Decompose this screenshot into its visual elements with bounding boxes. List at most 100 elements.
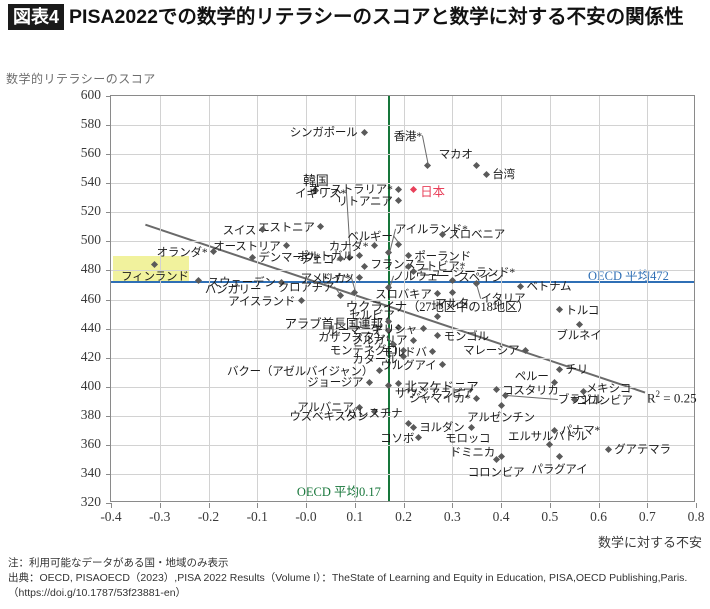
data-point-label: スウェーデン xyxy=(207,277,276,290)
data-point-label: ギリシャ xyxy=(371,323,417,336)
x-axis-tick-label: -0.2 xyxy=(197,509,220,524)
data-point-label: パナマ* xyxy=(560,425,601,438)
y-axis-tick-label: 340 xyxy=(80,464,101,480)
x-axis-tick-label: 0.2 xyxy=(395,509,412,524)
x-axis-tick xyxy=(696,503,697,508)
data-point-label: アイスランド xyxy=(228,295,296,308)
data-point-label: コスタリカ xyxy=(502,384,559,397)
x-axis-tick xyxy=(111,503,112,508)
data-point-label: アイルランド* xyxy=(394,223,468,236)
y-axis-tick-label: 320 xyxy=(80,494,101,509)
gridline-horizontal xyxy=(111,386,694,388)
oecd-mean-anxiety-line xyxy=(387,96,390,501)
data-point-label: マカオ xyxy=(438,148,473,161)
x-axis-tick-label: 0.6 xyxy=(590,509,607,524)
gridline-vertical xyxy=(159,96,161,501)
gridline-horizontal xyxy=(111,154,694,156)
data-point-label: アルバニア xyxy=(297,402,354,415)
y-axis-title: 数学的リテラシーのスコア xyxy=(6,72,156,86)
data-point-label: モンゴル xyxy=(443,330,489,343)
data-point-label: ジャマイカ* xyxy=(409,393,471,406)
data-point-label: ニュージーランド* xyxy=(419,266,515,279)
gridline-horizontal xyxy=(111,473,694,475)
y-axis-tick-label: 540 xyxy=(80,174,101,190)
x-axis-tick xyxy=(306,503,307,508)
x-axis-tick-label: -0.3 xyxy=(149,509,171,524)
y-axis-tick xyxy=(106,96,111,97)
data-point-label: カタール xyxy=(352,354,398,367)
note-line: 注：利用可能なデータがある国・地域のみ表示 xyxy=(8,557,229,569)
page-title: PISA2022での数学的リテラシーのスコアと数学に対する不安の関係性 xyxy=(69,6,684,28)
data-point-label: コロンビア xyxy=(576,394,633,407)
x-axis-tick xyxy=(549,503,551,508)
y-axis-tick-label: 400 xyxy=(80,377,101,393)
oecd-mean-score-line xyxy=(111,281,694,284)
data-point-label: アラブ首長国連邦 xyxy=(284,317,383,332)
x-axis-tick-label: -0.0 xyxy=(295,509,317,524)
data-point-label: チェコ xyxy=(300,253,335,266)
y-axis-tick-label: 480 xyxy=(80,261,101,277)
data-point-label: ウズベキスタン xyxy=(289,411,369,424)
doi-line: （https://doi.g/10.1787/53f23881-en） xyxy=(8,587,187,599)
data-point-label: フィンランド xyxy=(121,270,189,283)
data-point-label: モルドバ xyxy=(381,346,427,359)
x-axis-tick xyxy=(159,503,161,508)
data-point-label: ハンガリー xyxy=(204,283,262,296)
data-point-label: 北マケドニア xyxy=(404,379,479,394)
data-point-label: イギリス* xyxy=(295,188,346,201)
finland-highlight xyxy=(113,255,189,281)
data-point-label: ノルウェー xyxy=(392,270,450,283)
x-axis-tick-label: -0.1 xyxy=(246,509,268,524)
x-axis-tick-label: -0.4 xyxy=(100,509,122,524)
data-point-label: ベルギー xyxy=(347,231,393,244)
data-point-label: フランス xyxy=(370,259,416,272)
trendline xyxy=(145,223,646,394)
x-axis-tick-label: 0.7 xyxy=(638,509,656,524)
data-point-label: ヨルダン xyxy=(419,422,465,435)
source-line: 出典：OECD, PISAOECD（2023）,PISA 2022 Result… xyxy=(8,572,688,584)
y-axis-tick xyxy=(106,212,111,214)
data-point-label: ポーランド xyxy=(414,250,471,263)
data-point-label: サウジアラビア xyxy=(394,388,474,401)
gridline-horizontal xyxy=(111,212,694,214)
y-axis-tick-label: 460 xyxy=(80,290,101,306)
data-point-label: セルビア xyxy=(349,310,395,323)
data-point-label: スロバキア xyxy=(375,288,432,301)
y-axis-tick-label: 580 xyxy=(80,116,101,132)
gridline-vertical xyxy=(549,96,551,501)
data-point-label: エルサルバドル xyxy=(508,430,588,443)
data-point-label: エストニア xyxy=(258,221,315,234)
data-point-label: ペルー xyxy=(514,371,549,384)
gridline-vertical xyxy=(598,96,600,501)
data-point-label: ルーマニア xyxy=(326,325,383,338)
y-axis-tick xyxy=(106,154,111,156)
data-point-label: モロッコ xyxy=(445,433,491,446)
data-point-label: ブルネイ xyxy=(556,330,602,343)
x-axis-tick-label: 0.8 xyxy=(687,509,705,524)
data-point-label: ジョージア xyxy=(307,377,364,390)
x-axis-tick xyxy=(403,503,405,508)
data-point-label: スイス xyxy=(222,224,257,237)
gridline-horizontal xyxy=(111,183,694,185)
data-point-label: 香港* xyxy=(393,130,422,143)
x-axis-tick xyxy=(598,503,600,508)
data-point-label: アメリカ* xyxy=(300,273,351,286)
gridline-vertical xyxy=(403,96,405,501)
data-point-label: スペイン xyxy=(458,271,503,284)
r-squared-label: R2 = 0.25 xyxy=(647,389,697,406)
data-point-label: イタリア xyxy=(480,292,526,305)
gridline-horizontal xyxy=(111,270,694,272)
y-axis-tick-label: 420 xyxy=(80,348,101,364)
gridline-vertical xyxy=(208,96,210,501)
y-axis-tick xyxy=(106,241,111,243)
y-axis-tick-label: 560 xyxy=(80,145,101,161)
title-block: 図表4 PISA2022での数学的リテラシーのスコアと数学に対する不安の関係性 xyxy=(8,4,702,30)
data-point-label: コロンビア xyxy=(467,467,525,480)
data-point-label: グアテマラ xyxy=(614,444,671,457)
scatter-plot-area: OECD 平均472 OECD 平均0.17 R2 = 0.25 600 580 5… xyxy=(81,87,705,524)
gridline-horizontal xyxy=(111,444,694,446)
x-axis-tick-label: 0.5 xyxy=(541,509,559,524)
r2-value: = 0.25 xyxy=(659,390,697,406)
data-point-label: マルタ xyxy=(435,298,470,311)
data-point-label: デンマーク* xyxy=(258,252,321,265)
